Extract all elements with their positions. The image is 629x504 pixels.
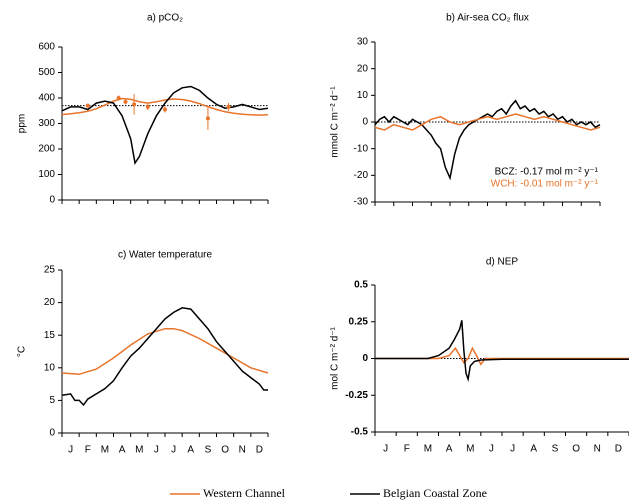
x-tick-label: F <box>85 445 91 456</box>
series-line <box>375 320 629 383</box>
series-line <box>61 97 269 116</box>
series-line <box>61 307 268 407</box>
y-tick-label: -0.5 <box>351 427 369 438</box>
x-tick-label: A <box>187 445 194 456</box>
annotation: BCZ: -0.17 mol m⁻² y⁻¹ <box>495 167 599 178</box>
x-tick-label: D <box>256 445 263 456</box>
y-tick-label: 300 <box>38 118 55 129</box>
series-line <box>61 327 269 376</box>
y-tick-label: 5 <box>49 395 55 406</box>
y-tick-label: 20 <box>44 297 56 308</box>
y-axis-label: mol C m⁻² d⁻¹ <box>330 326 341 389</box>
x-tick-label: M <box>101 445 109 456</box>
data-point <box>85 103 90 108</box>
legend: Western Channel Belgian Coastal Zone <box>170 486 487 500</box>
legend-label: Belgian Coastal Zone <box>383 486 487 500</box>
data-point <box>123 99 128 104</box>
x-tick-label: M <box>466 444 474 455</box>
x-tick-label: O <box>221 445 229 456</box>
x-tick-label: F <box>404 444 410 455</box>
y-tick-label: 25 <box>44 265 56 276</box>
x-tick-label: S <box>205 445 212 456</box>
x-tick-label: A <box>119 445 126 456</box>
x-tick-label: J <box>510 444 515 455</box>
y-tick-label: 100 <box>38 169 55 180</box>
y-tick-label: -10 <box>354 143 369 154</box>
x-tick-label: J <box>489 444 494 455</box>
x-tick-label: D <box>615 444 622 455</box>
y-axis-label: °C <box>17 346 28 357</box>
y-tick-label: 0 <box>49 195 55 206</box>
y-tick-label: 400 <box>38 93 55 104</box>
y-tick-label: 0 <box>49 428 55 439</box>
chart-title: d) NEP <box>486 257 519 268</box>
y-tick-label: 0 <box>362 117 368 128</box>
series-line <box>61 85 269 165</box>
x-tick-label: J <box>171 445 176 456</box>
data-point <box>226 104 231 109</box>
series-line <box>375 346 629 366</box>
y-tick-label: -0.25 <box>345 390 368 401</box>
y-tick-label: 20 <box>357 63 369 74</box>
data-point <box>163 107 167 112</box>
x-tick-label: N <box>239 445 246 456</box>
data-point <box>205 116 210 121</box>
x-tick-label: M <box>424 444 432 455</box>
x-tick-label: A <box>530 444 537 455</box>
data-point <box>145 104 150 109</box>
x-tick-label: J <box>154 445 159 456</box>
x-tick-label: J <box>68 445 73 456</box>
x-tick-label: S <box>552 444 559 455</box>
y-tick-label: 15 <box>44 330 56 341</box>
chart-title: c) Water temperature <box>118 250 213 261</box>
data-point <box>132 102 137 107</box>
y-tick-label: 0 <box>362 353 368 364</box>
y-tick-label: 30 <box>357 37 369 48</box>
chart-title: b) Air-sea CO₂ flux <box>446 13 529 24</box>
y-tick-label: 0.5 <box>354 280 368 291</box>
y-tick-label: -30 <box>354 197 369 208</box>
annotation: WCH: -0.01 mol m⁻² y⁻¹ <box>491 179 599 190</box>
x-tick-label: A <box>446 444 453 455</box>
y-axis-label: ppm <box>17 114 28 133</box>
y-tick-label: 10 <box>357 90 369 101</box>
legend-label: Western Channel <box>203 486 286 500</box>
x-tick-label: O <box>572 444 580 455</box>
y-tick-label: 600 <box>38 42 55 53</box>
chart-title: a) pCO₂ <box>147 13 183 24</box>
y-axis-label: mmol C m⁻² d⁻¹ <box>330 86 341 158</box>
y-tick-label: 0.25 <box>349 316 369 327</box>
x-tick-label: N <box>594 444 601 455</box>
y-tick-label: 500 <box>38 67 55 78</box>
series-line <box>374 113 601 131</box>
x-tick-label: M <box>135 445 143 456</box>
x-tick-label: J <box>383 444 388 455</box>
series-line <box>374 99 601 181</box>
y-tick-label: -20 <box>354 170 369 181</box>
y-tick-label: 10 <box>44 362 56 373</box>
data-point <box>116 96 121 100</box>
y-tick-label: 200 <box>38 144 55 155</box>
